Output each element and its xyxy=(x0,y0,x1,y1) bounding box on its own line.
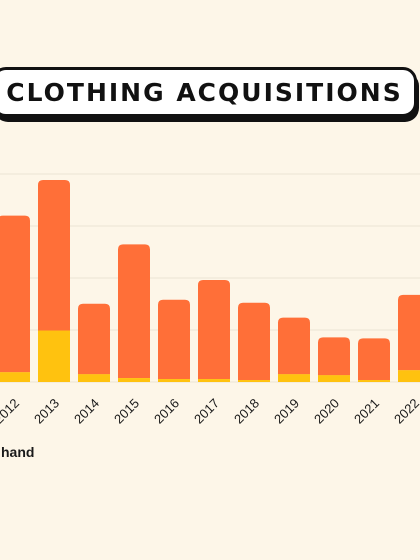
bar-2021-series-1 xyxy=(358,338,390,381)
legend-label-partial: hand xyxy=(1,444,35,460)
x-tick-labels: 2012 2013 2014 2015 2016 2017 2018 2019 2020 2021… xyxy=(0,396,420,427)
bar-2018-series-0 xyxy=(238,380,270,382)
bar-2013-series-1 xyxy=(38,179,70,331)
x-tick-2012: 2012 xyxy=(0,396,22,427)
bar-2022-series-0 xyxy=(398,370,420,382)
bar-2014-series-1 xyxy=(78,303,110,375)
bar-2018-series-1 xyxy=(238,302,270,381)
bar-2017-series-0 xyxy=(198,379,230,382)
bar-2012-series-0 xyxy=(0,372,30,382)
bar-2012-series-1 xyxy=(0,215,30,373)
x-tick-2017: 2017 xyxy=(191,396,222,427)
x-tick-2020: 2020 xyxy=(311,396,342,427)
bar-2016-series-0 xyxy=(158,379,190,382)
bar-2017-series-1 xyxy=(198,279,230,380)
bar-2015-series-1 xyxy=(118,244,150,379)
x-tick-2014: 2014 xyxy=(71,396,102,427)
bars xyxy=(0,179,420,382)
x-tick-2022: 2022 xyxy=(391,396,420,427)
bar-2014-series-0 xyxy=(78,374,110,382)
bar-2021-series-0 xyxy=(358,380,390,382)
x-tick-2019: 2019 xyxy=(271,396,302,427)
bar-2019-series-0 xyxy=(278,374,310,382)
x-tick-2015: 2015 xyxy=(111,396,142,427)
x-tick-2021: 2021 xyxy=(351,396,382,427)
bar-2020-series-0 xyxy=(318,375,350,382)
bar-2020-series-1 xyxy=(318,337,350,376)
chart-title: CLOTHING ACQUISITIONS xyxy=(6,77,403,107)
x-tick-2016: 2016 xyxy=(151,396,182,427)
chart-title-box: CLOTHING ACQUISITIONS xyxy=(0,67,417,117)
bar-2019-series-1 xyxy=(278,317,310,375)
bar-2013-series-0 xyxy=(38,330,70,382)
bar-2015-series-0 xyxy=(118,378,150,382)
bar-chart: 2012 2013 2014 2015 2016 2017 2018 2019 2020 2021… xyxy=(0,173,420,427)
x-tick-2013: 2013 xyxy=(31,396,62,427)
x-tick-2018: 2018 xyxy=(231,396,262,427)
bar-2016-series-1 xyxy=(158,299,190,380)
bar-2022-series-1 xyxy=(398,294,420,371)
